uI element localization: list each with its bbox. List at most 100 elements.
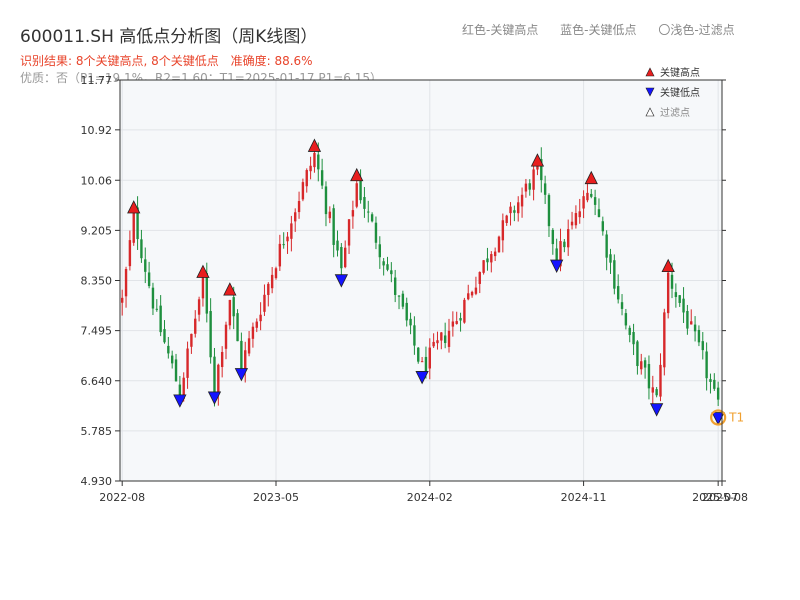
candle-body bbox=[463, 299, 466, 323]
candle-body bbox=[628, 327, 631, 335]
legend-light-filtered: 〇浅色-过滤点 bbox=[658, 23, 735, 37]
candle-body bbox=[167, 345, 170, 354]
key-low-marker bbox=[173, 394, 187, 408]
candle-body bbox=[232, 297, 235, 317]
candle-body bbox=[224, 324, 228, 349]
candle-body bbox=[374, 222, 378, 243]
axes: 4.930 5.785 6.640 7.495 8.350 9.205 10.06 10.92… bbox=[81, 74, 748, 504]
candle-body bbox=[647, 364, 651, 389]
key-low-marker bbox=[711, 412, 725, 426]
candle-body bbox=[705, 351, 708, 379]
candle-body bbox=[201, 272, 205, 299]
candle-body bbox=[236, 313, 239, 342]
candle-body bbox=[336, 240, 339, 251]
candle-body bbox=[517, 202, 520, 214]
candle-body bbox=[616, 286, 620, 300]
candle-body bbox=[286, 236, 289, 242]
candle-body bbox=[613, 260, 616, 289]
candle-body bbox=[582, 196, 585, 209]
candle-body bbox=[401, 293, 405, 307]
legend-red-high: 红色-关键高点 bbox=[462, 23, 539, 37]
candle-body bbox=[347, 219, 351, 246]
candle-body bbox=[397, 295, 401, 297]
candle-body bbox=[420, 361, 424, 363]
y-tick-label: 4.930 bbox=[81, 475, 113, 488]
candle-body bbox=[309, 165, 312, 172]
key-high-marker bbox=[661, 258, 675, 273]
candle-body bbox=[382, 261, 385, 266]
x-tick-label: 2025-08 bbox=[702, 491, 748, 504]
candle-body bbox=[378, 244, 382, 258]
candle-body bbox=[501, 220, 505, 241]
candle-body bbox=[601, 221, 605, 232]
key-low-marker bbox=[207, 391, 222, 405]
markers: T1 bbox=[127, 138, 744, 426]
candle-body bbox=[643, 360, 647, 368]
candle-body bbox=[274, 268, 278, 279]
candle-body bbox=[209, 311, 212, 358]
legend-filtered-label: 过滤点 bbox=[660, 106, 690, 119]
candle-body bbox=[543, 183, 547, 195]
candle-body bbox=[247, 338, 251, 354]
candle-body bbox=[147, 272, 151, 287]
candle-body bbox=[597, 209, 601, 218]
candle-body bbox=[313, 152, 316, 168]
candle-body bbox=[482, 260, 485, 273]
candle-body bbox=[294, 212, 297, 222]
y-tick-label: 10.06 bbox=[81, 174, 113, 187]
key-low-marker bbox=[550, 259, 564, 273]
candle-body bbox=[609, 254, 612, 263]
candle-body bbox=[297, 201, 301, 213]
candle-body bbox=[351, 210, 355, 217]
candle-body bbox=[490, 254, 493, 263]
candle-body bbox=[636, 341, 639, 367]
key-high-marker bbox=[350, 167, 364, 182]
candle-body bbox=[255, 321, 258, 328]
candle-body bbox=[474, 287, 478, 294]
legend-high-label: 关键高点 bbox=[660, 66, 700, 79]
candle-body bbox=[220, 351, 224, 368]
candle-body bbox=[424, 356, 428, 372]
candle-body bbox=[709, 379, 712, 382]
candle-body bbox=[563, 241, 566, 248]
candle-body bbox=[320, 170, 324, 186]
candle-body bbox=[436, 340, 439, 344]
accuracy-text: 准确度: 88.6% bbox=[230, 54, 313, 68]
candle-body bbox=[251, 326, 255, 339]
candle-body bbox=[651, 387, 654, 393]
y-tick-label: 8.350 bbox=[81, 275, 113, 288]
candle-body bbox=[467, 293, 470, 300]
candle-body bbox=[497, 236, 501, 253]
candle-body bbox=[555, 248, 558, 264]
result-text: 识别结果: 8个关键高点, 8个关键低点 bbox=[20, 54, 219, 68]
t1-circle bbox=[710, 409, 727, 426]
candle-body bbox=[690, 321, 693, 325]
candle-body bbox=[182, 377, 185, 399]
x-tick-label: 2024-02 bbox=[407, 491, 453, 504]
candle-body bbox=[324, 186, 328, 215]
candle-body bbox=[390, 270, 393, 275]
candle-body bbox=[317, 154, 320, 170]
candle-body bbox=[567, 229, 570, 248]
candle-body bbox=[443, 335, 447, 344]
key-high-marker bbox=[584, 170, 598, 185]
candle-body bbox=[278, 243, 282, 267]
candle-body bbox=[716, 387, 720, 400]
candle-body bbox=[417, 347, 420, 362]
candle-body bbox=[524, 183, 528, 192]
candle-body bbox=[128, 240, 132, 267]
candle-body bbox=[159, 305, 162, 333]
candle-body bbox=[624, 313, 628, 326]
candle-body bbox=[486, 258, 489, 263]
candle-body bbox=[120, 297, 124, 303]
candle-body bbox=[151, 287, 155, 309]
candle-body bbox=[170, 355, 174, 364]
candle-body bbox=[267, 283, 270, 295]
plot-frame bbox=[119, 79, 723, 482]
candle-body bbox=[270, 274, 274, 289]
candle-body bbox=[370, 214, 374, 222]
candle-body bbox=[505, 215, 508, 223]
candle-body bbox=[697, 329, 701, 343]
